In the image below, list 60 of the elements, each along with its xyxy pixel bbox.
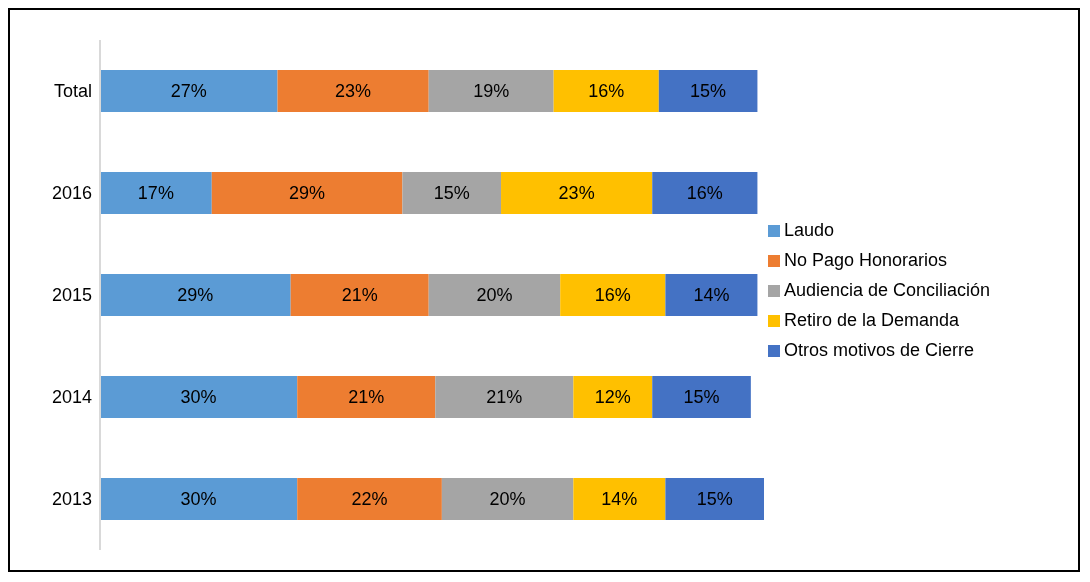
bar [665, 274, 758, 316]
y-tick-label: 2016 [51, 183, 92, 204]
data-label: 15% [696, 489, 733, 510]
data-label: 23% [335, 81, 372, 102]
data-label: 30% [180, 387, 217, 408]
data-label: 21% [486, 387, 523, 408]
data-label: 17% [137, 183, 174, 204]
data-label: 21% [341, 285, 378, 306]
bar [290, 274, 429, 316]
data-label: 19% [473, 81, 510, 102]
data-label: 29% [177, 285, 214, 306]
data-label: 16% [588, 81, 625, 102]
data-label: 15% [433, 183, 470, 204]
y-tick-label: 2013 [51, 489, 92, 510]
bar [428, 274, 561, 316]
data-label: 14% [601, 489, 638, 510]
data-label: 22% [351, 489, 388, 510]
data-label: 16% [686, 183, 723, 204]
bar [501, 172, 653, 214]
data-label: 14% [693, 285, 730, 306]
bar [297, 478, 442, 520]
data-label: 27% [170, 81, 207, 102]
bar [100, 274, 291, 316]
bar [277, 70, 429, 112]
data-label: 16% [594, 285, 631, 306]
legend-label: Retiro de la Demanda [784, 310, 960, 330]
bar [297, 376, 436, 418]
y-tick-label: 2014 [51, 387, 92, 408]
bar [100, 172, 212, 214]
bar [573, 478, 666, 520]
data-label: 20% [476, 285, 513, 306]
bar [553, 70, 659, 112]
data-label: 30% [180, 489, 217, 510]
data-label: 20% [489, 489, 526, 510]
data-label: 15% [683, 387, 720, 408]
data-label: 21% [348, 387, 385, 408]
legend-label: Audiencia de Conciliación [784, 280, 991, 300]
bar [652, 172, 758, 214]
bar [402, 172, 502, 214]
bar [100, 478, 298, 520]
bar [441, 478, 574, 520]
bar [658, 70, 758, 112]
bar [435, 376, 574, 418]
legend-label: No Pago Honorarios [784, 250, 948, 270]
bar [100, 70, 278, 112]
data-label: 23% [558, 183, 595, 204]
y-tick-label: 2015 [51, 285, 92, 306]
bar [211, 172, 403, 214]
legend-label: Otros motivos de Cierre [784, 340, 975, 360]
bar [560, 274, 666, 316]
bar [665, 478, 764, 520]
data-label: 15% [690, 81, 727, 102]
bar [428, 70, 554, 112]
bar [652, 376, 751, 418]
bar [100, 376, 298, 418]
y-tick-label: Total [53, 81, 92, 102]
data-label: 12% [594, 387, 631, 408]
data-label: 29% [289, 183, 326, 204]
legend-label: Laudo [784, 220, 835, 240]
bar [573, 376, 653, 418]
